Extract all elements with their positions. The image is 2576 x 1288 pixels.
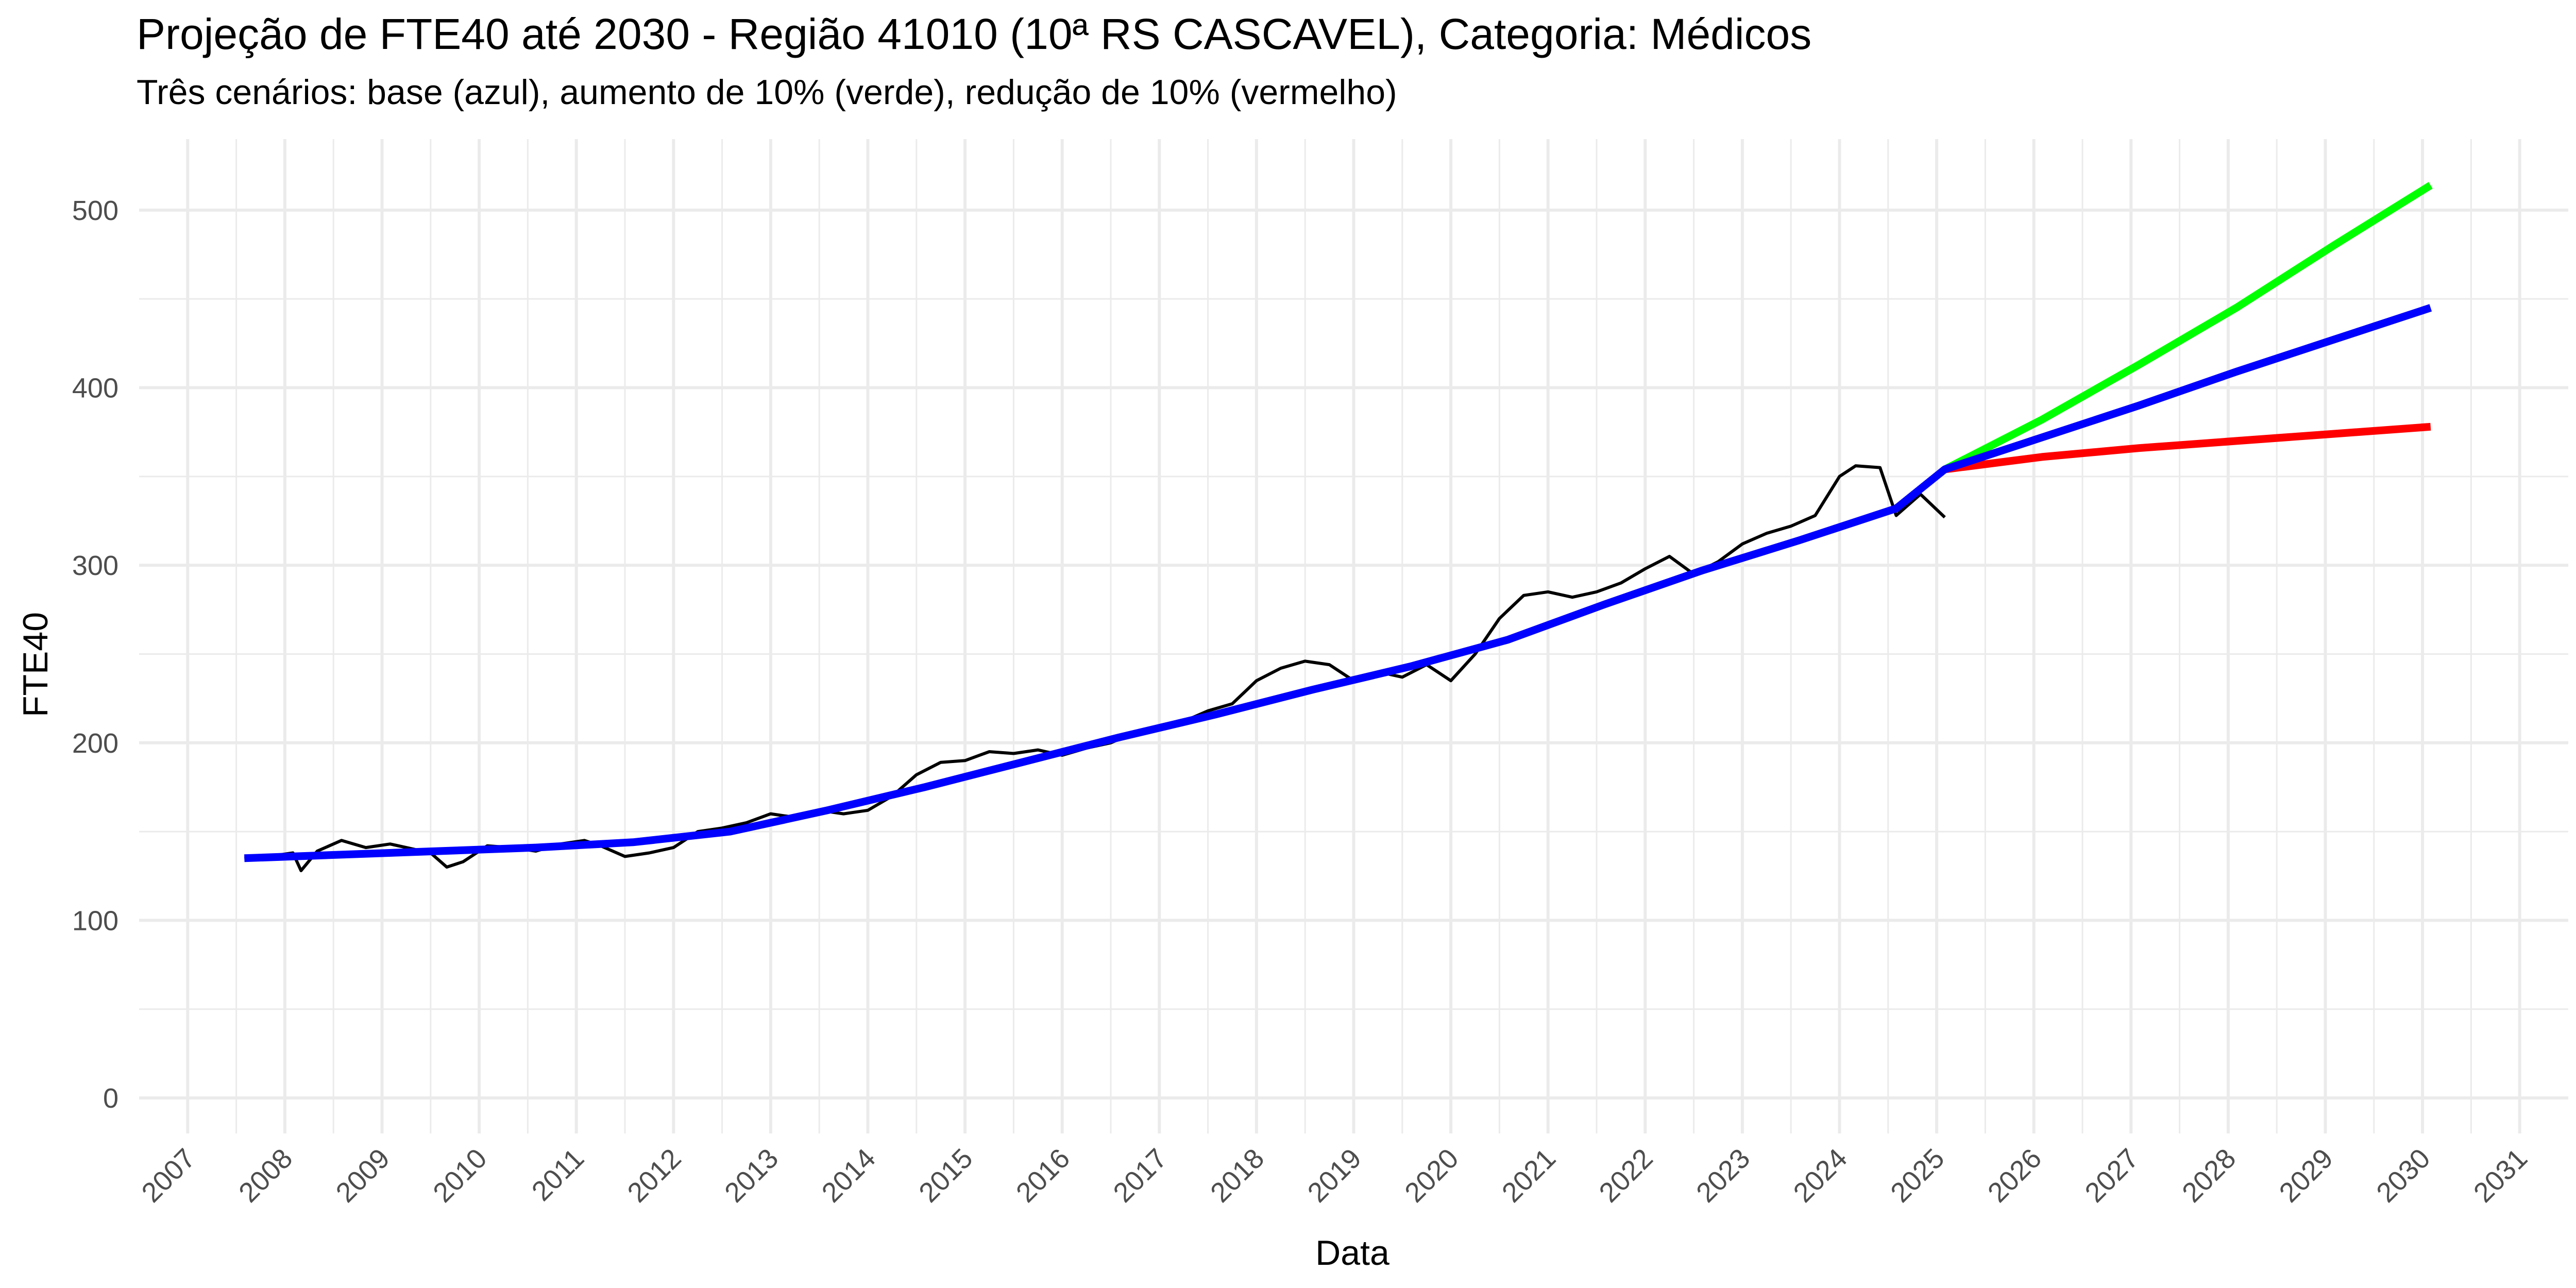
x-tick-label: 2008: [233, 1143, 298, 1208]
x-tick-label: 2017: [1107, 1143, 1173, 1208]
x-tick-label: 2021: [1496, 1143, 1562, 1208]
x-tick-label: 2030: [2370, 1143, 2436, 1208]
x-tick-label: 2013: [719, 1143, 784, 1208]
chart-title: Projeção de FTE40 até 2030 - Região 4101…: [137, 10, 1812, 58]
x-tick-label: 2014: [816, 1143, 882, 1208]
y-tick-label: 500: [72, 195, 118, 226]
x-tick-label: 2012: [621, 1143, 687, 1208]
chart-subtitle: Três cenários: base (azul), aumento de 1…: [137, 73, 1397, 112]
y-tick-label: 100: [72, 905, 118, 936]
x-tick-label: 2028: [2176, 1143, 2242, 1208]
x-tick-label: 2025: [1885, 1143, 1950, 1208]
x-axis-ticks: 2007 2008 2009 2010 2011 2012 2013 2014 2015 2016…: [135, 1143, 2533, 1208]
x-tick-label: 2031: [2468, 1143, 2533, 1208]
x-axis-title: Data: [1315, 1233, 1389, 1273]
series-line-observed: [244, 464, 1946, 872]
y-axis-ticks: 0 100 200 300 400 500: [72, 195, 118, 1114]
x-tick-label: 2015: [913, 1143, 978, 1208]
grid-layer: [139, 139, 2568, 1133]
series-line-increase: [1943, 182, 2433, 473]
x-tick-label: 2023: [1690, 1143, 1756, 1208]
x-tick-label: 2009: [330, 1143, 396, 1208]
x-tick-label: 2026: [1982, 1143, 2047, 1208]
x-tick-label: 2022: [1593, 1143, 1658, 1208]
x-tick-label: 2019: [1302, 1143, 1367, 1208]
series-layer: [244, 182, 2433, 872]
x-tick-label: 2007: [135, 1143, 201, 1208]
x-tick-label: 2029: [2274, 1143, 2339, 1208]
series-line-decrease: [1944, 422, 2431, 473]
y-tick-label: 200: [72, 728, 118, 759]
series-line-base: [244, 304, 2432, 862]
y-tick-label: 0: [103, 1083, 118, 1114]
y-tick-label: 400: [72, 373, 118, 404]
x-tick-label: 2018: [1205, 1143, 1270, 1208]
x-tick-label: 2011: [526, 1143, 590, 1207]
y-tick-label: 300: [72, 550, 118, 581]
x-tick-label: 2027: [2079, 1143, 2144, 1208]
x-tick-label: 2024: [1788, 1143, 1853, 1208]
x-tick-label: 2016: [1010, 1143, 1076, 1208]
x-tick-label: 2010: [427, 1143, 493, 1208]
x-tick-label: 2020: [1399, 1143, 1464, 1208]
y-axis-title: FTE40: [16, 612, 55, 717]
